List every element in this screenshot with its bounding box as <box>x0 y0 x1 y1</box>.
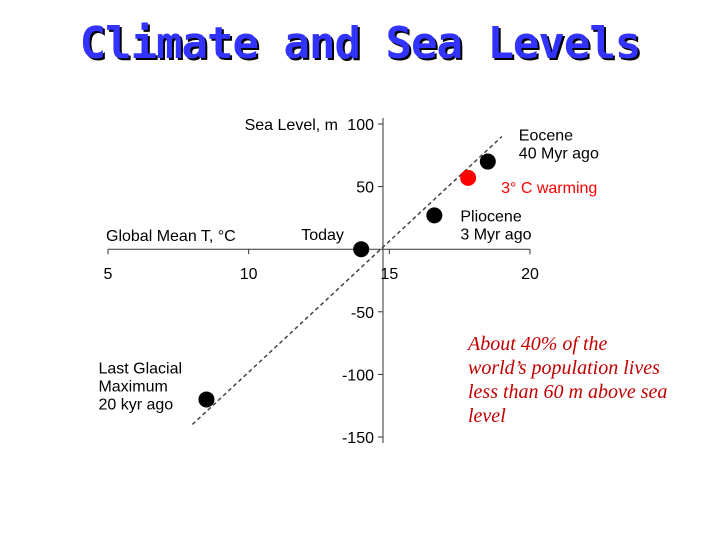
data-label-today: Today <box>301 227 344 244</box>
data-point-eocene-40-myr-ago <box>479 153 496 170</box>
y-axis-label: Sea Level, m <box>245 117 338 134</box>
data-point-pliocene-3-myr-ago <box>426 207 443 224</box>
trend-line <box>191 135 503 426</box>
x-tick-label: 15 <box>380 266 398 283</box>
data-label-eocene-40-myr-ago: Eocene 40 Myr ago <box>519 128 599 163</box>
y-tick-label: -100 <box>342 367 374 384</box>
x-tick-label: 20 <box>521 266 539 283</box>
population-note: About 40% of the world’s population live… <box>468 330 668 430</box>
y-tick-label: 50 <box>356 180 374 197</box>
data-point-today <box>353 241 370 258</box>
data-label-3-c-warming: 3° C warming <box>501 180 597 197</box>
y-tick-label: 100 <box>347 117 374 134</box>
data-label-pliocene-3-myr-ago: Pliocene 3 Myr ago <box>460 208 531 243</box>
data-point-3-c-warming <box>460 169 477 186</box>
slide-title: Climate and Sea Levels <box>79 18 642 69</box>
x-tick-label: 5 <box>104 266 113 283</box>
y-tick-label: -50 <box>351 305 374 322</box>
y-tick-label: -150 <box>342 430 374 447</box>
data-label-last-glacial-maximum-20-kyr-ago: Last Glacial Maximum 20 kyr ago <box>98 360 182 413</box>
x-tick-label: 10 <box>240 266 258 283</box>
x-axis-label: Global Mean T, °C <box>106 228 236 245</box>
data-point-last-glacial-maximum-20-kyr-ago <box>198 391 215 408</box>
